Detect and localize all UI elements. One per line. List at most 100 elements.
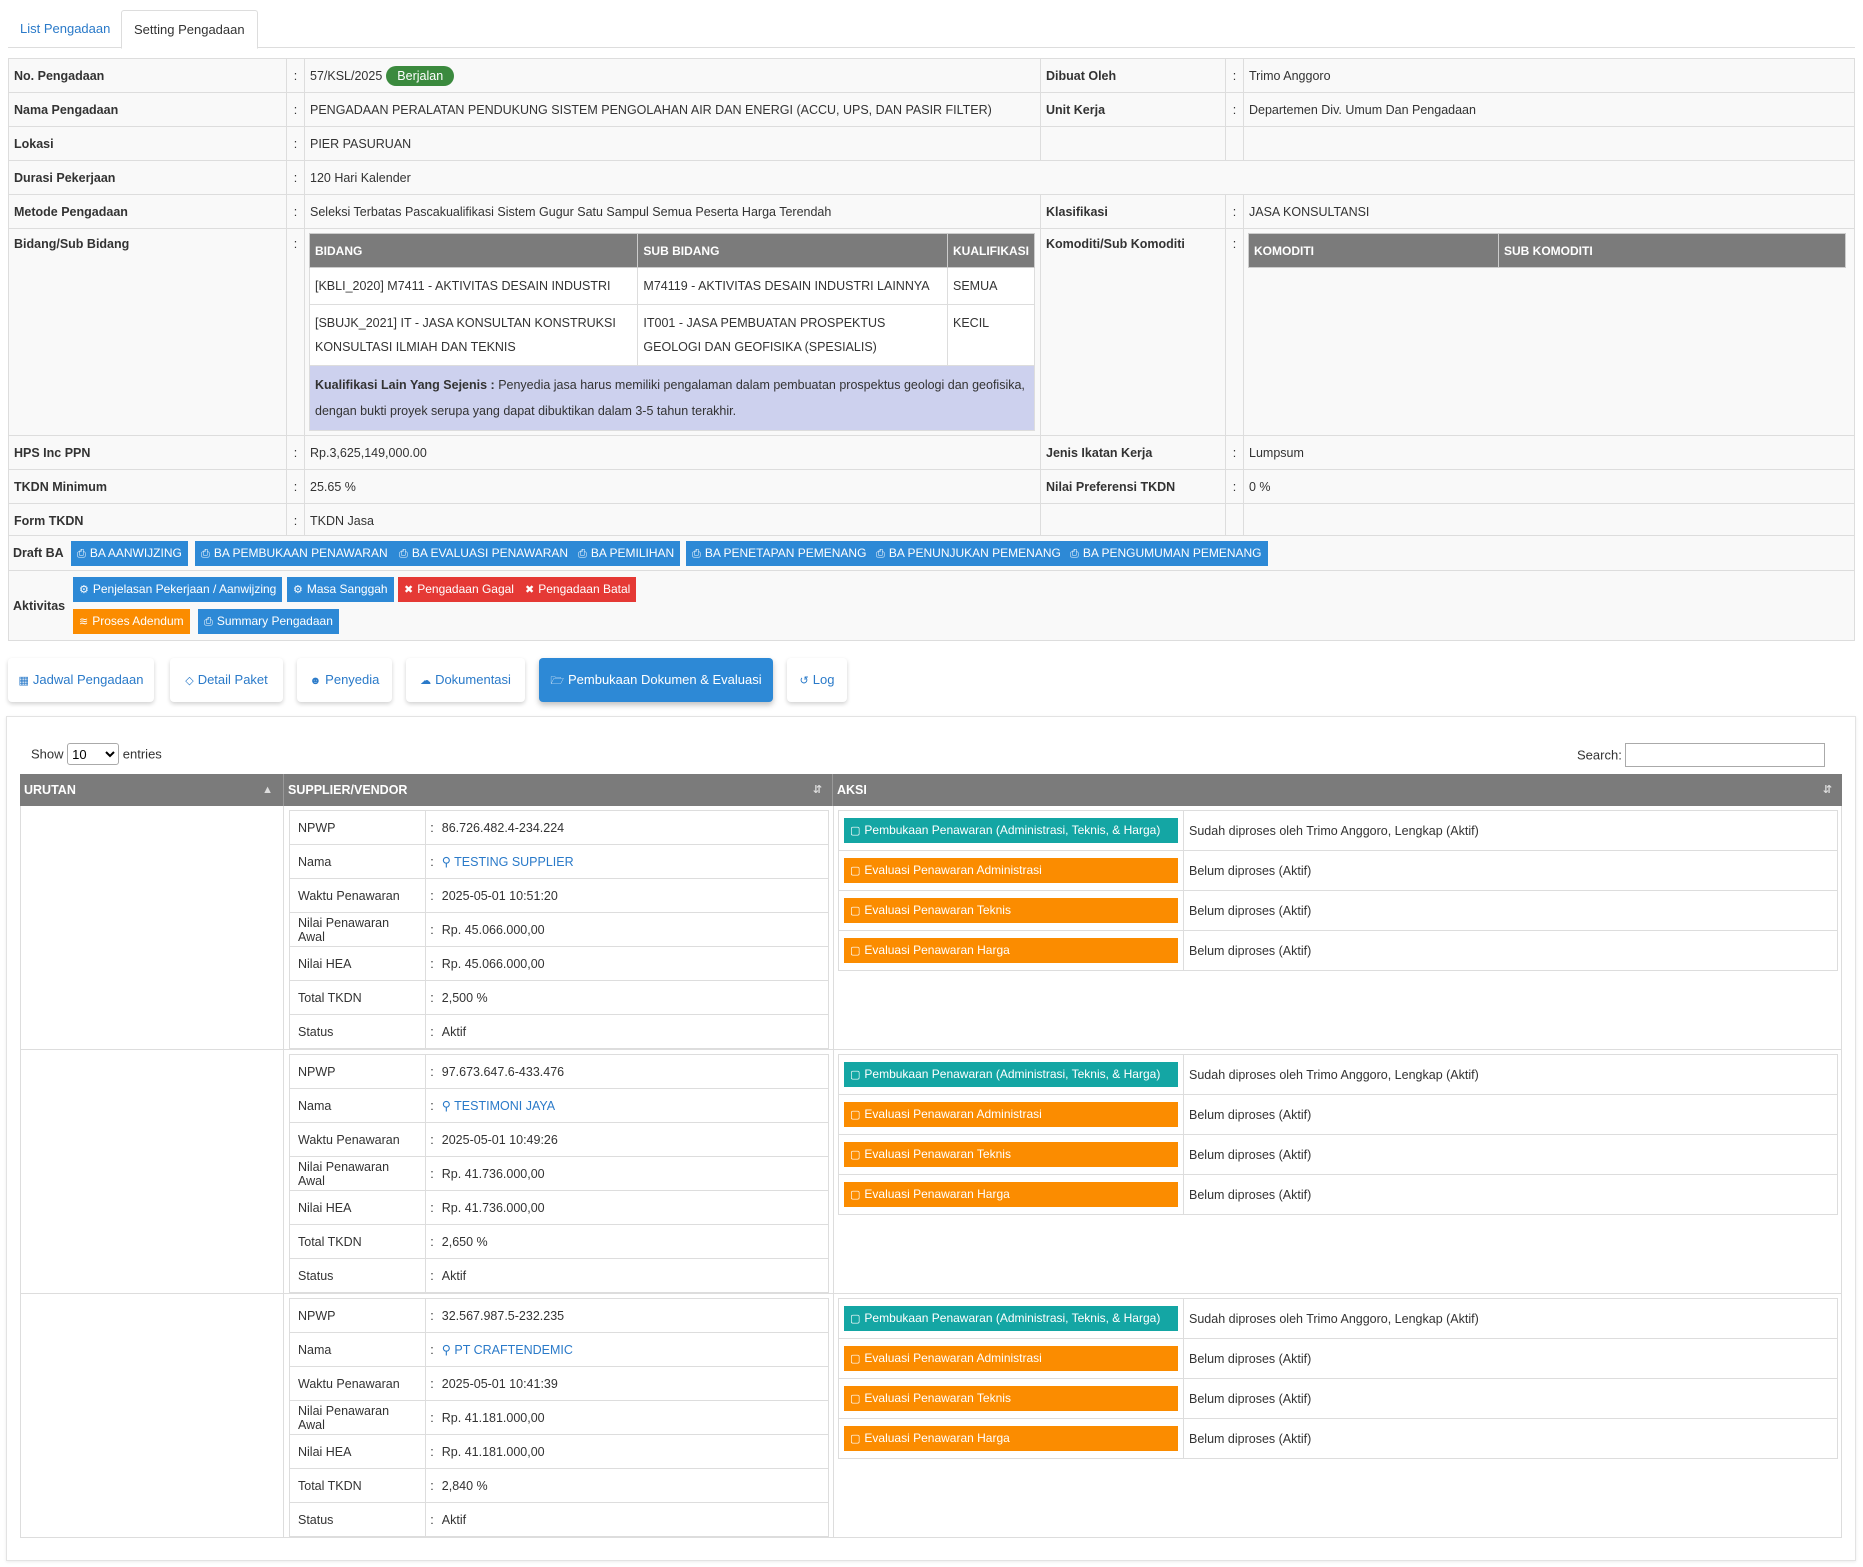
ba-pemilihan-button[interactable]: ⎙ BA PEMILIHAN — [572, 541, 681, 566]
action-button[interactable]: ▢ Evaluasi Penawaran Administrasi — [844, 858, 1178, 883]
action-button[interactable]: ▢ Evaluasi Penawaran Teknis — [844, 1386, 1178, 1411]
vendor-name-link[interactable]: ⚲ PT CRAFTENDEMIC — [442, 1343, 573, 1357]
action-button-cell: ▢ Pembukaan Penawaran (Administrasi, Tekn… — [838, 810, 1184, 851]
colon: : — [286, 435, 305, 470]
urutan-cell — [21, 1294, 284, 1537]
ba-pembukaan-penawaran-button[interactable]: ⎙ BA PEMBUKAAN PENAWARAN — [195, 541, 394, 566]
action-button[interactable]: ▢ Evaluasi Penawaran Harga — [844, 1182, 1178, 1207]
button-label: BA PEMILIHAN — [590, 546, 675, 560]
komoditi-header: KOMODITI — [1248, 233, 1499, 268]
action-button[interactable]: ▢ Evaluasi Penawaran Harga — [844, 938, 1178, 963]
dibuat-oleh-value: Trimo Anggoro — [1243, 58, 1855, 93]
rss-icon: ≋ — [79, 616, 89, 628]
aanwijzing-activity-button[interactable]: ⚙ Penjelasan Pekerjaan / Aanwijzing — [73, 577, 283, 602]
colon: : — [286, 160, 305, 195]
nav-log[interactable]: ↺ Log — [787, 658, 847, 702]
durasi-value: 120 Hari Kalender — [304, 160, 1855, 195]
action-button[interactable]: ▢ Evaluasi Penawaran Administrasi — [844, 1346, 1178, 1371]
nav-pembukaan-dokumen[interactable]: 🗁 Pembukaan Dokumen & Evaluasi — [539, 658, 773, 702]
nav-dokumentasi[interactable]: ☁ Dokumentasi — [406, 658, 525, 702]
nama-pengadaan-value: PENGADAAN PERALATAN PENDUKUNG SISTEM PEN… — [304, 92, 1041, 127]
button-label: Penjelasan Pekerjaan / Aanwijzing — [92, 582, 277, 596]
metode-value: Seleksi Terbatas Pascakualifikasi Sistem… — [304, 194, 1041, 229]
vendor-name-link[interactable]: ⚲ TESTIMONI JAYA — [442, 1099, 555, 1113]
action-button-cell: ▢ Evaluasi Penawaran Teknis — [838, 1378, 1184, 1419]
pengadaan-gagal-button[interactable]: ✖ Pengadaan Gagal — [398, 577, 520, 602]
proses-adendum-button[interactable]: ≋ Proses Adendum — [73, 609, 190, 634]
masa-sanggah-button[interactable]: ⚙ Masa Sanggah — [287, 577, 394, 602]
ba-pengumuman-pemenang-button[interactable]: ⎙ BA PENGUMUMAN PEMENANG — [1064, 541, 1268, 566]
bidang-cell-value: [SBUJK_2021] IT - JASA KONSULTAN KONSTRU… — [308, 304, 639, 366]
button-label: BA EVALUASI PENAWARAN — [411, 546, 569, 560]
field-value: Rp. 41.181.000,00 — [437, 1400, 829, 1435]
procurement-info-table: No. Pengadaan : 57/KSL/2025 Berjalan Dibu… — [8, 58, 1855, 538]
action-row: ▢ Evaluasi Penawaran Teknis Belum diproses… — [838, 1378, 1838, 1419]
field-label: NPWP — [288, 810, 427, 845]
no-pengadaan-text: 57/KSL/2025 — [310, 68, 383, 83]
field-label: Total TKDN — [288, 1468, 427, 1503]
tab-setting-pengadaan[interactable]: Setting Pengadaan — [121, 10, 258, 49]
colon: : — [425, 1502, 438, 1537]
action-button[interactable]: ▢ Evaluasi Penawaran Teknis — [844, 898, 1178, 923]
vendor-field-row: Waktu Penawaran:2025-05-01 10:41:39 — [288, 1366, 829, 1401]
ba-evaluasi-penawaran-button[interactable]: ⎙ BA EVALUASI PENAWARAN — [393, 541, 575, 566]
field-label: Nilai Penawaran Awal — [288, 1156, 427, 1191]
colon: : — [1225, 228, 1244, 436]
field-value: 86.726.482.4-234.224 — [437, 810, 829, 845]
vendor-name-link[interactable]: ⚲ TESTING SUPPLIER — [442, 855, 574, 869]
vendor-field-row: Nilai HEA: Rp. 45.066.000,00 — [288, 946, 829, 981]
colon: : — [286, 92, 305, 127]
top-tabs: List Pengadaan Setting Pengadaan — [8, 10, 1855, 49]
action-button[interactable]: ▢ Evaluasi Penawaran Teknis — [844, 1142, 1178, 1167]
action-button[interactable]: ▢ Pembukaan Penawaran (Administrasi, Tekn… — [844, 1306, 1178, 1331]
field-label: Status — [288, 1502, 427, 1537]
vendor-name-value: ⚲ TESTING SUPPLIER — [437, 844, 829, 879]
vendor-field-row: NPWP:97.673.647.6-433.476 — [288, 1054, 829, 1089]
nav-label: Dokumentasi — [435, 672, 511, 687]
kualifikasi-header: KUALIFIKASI — [947, 233, 1035, 268]
search-input[interactable] — [1625, 743, 1826, 767]
cloud-icon: ☁ — [420, 675, 432, 687]
calendar-icon: ▦ — [18, 675, 29, 687]
kualifikasi-cell-value: SEMUA — [947, 267, 1035, 305]
tab-list-pengadaan[interactable]: List Pengadaan — [20, 21, 111, 36]
action-button[interactable]: ▢ Pembukaan Penawaran (Administrasi, Tekn… — [844, 818, 1178, 843]
vendor-name-text: TESTIMONI JAYA — [454, 1099, 556, 1113]
action-status: Belum diproses (Aktif) — [1183, 1418, 1838, 1459]
sort-asc-icon: ▲ — [262, 784, 273, 796]
action-status: Belum diproses (Aktif) — [1183, 850, 1838, 891]
column-aksi[interactable]: AKSI ⇵ — [833, 774, 1842, 806]
column-supplier[interactable]: SUPPLIER/VENDOR ⇵ — [284, 774, 833, 806]
empty-cell — [1225, 126, 1244, 161]
column-urutan[interactable]: URUTAN ▲ — [20, 774, 284, 806]
ba-penetapan-pemenang-button[interactable]: ⎙ BA PENETAPAN PEMENANG — [686, 541, 873, 566]
entries-select[interactable]: 10 — [67, 743, 120, 765]
nav-detail-paket[interactable]: ◇ Detail Paket — [170, 658, 283, 702]
vendor-field-row: Nama: ⚲ PT CRAFTENDEMIC — [288, 1332, 829, 1367]
vendor-field-row: Status: Aktif — [288, 1014, 829, 1049]
nav-jadwal-pengadaan[interactable]: ▦ Jadwal Pengadaan — [8, 658, 154, 702]
action-table: ▢ Pembukaan Penawaran (Administrasi, Tekn… — [838, 1298, 1838, 1459]
action-button-cell: ▢ Evaluasi Penawaran Harga — [838, 1418, 1184, 1459]
summary-pengadaan-button[interactable]: ⎙ Summary Pengadaan — [198, 609, 339, 634]
button-label: Pengadaan Batal — [538, 582, 631, 596]
empty-cell — [1040, 126, 1226, 161]
no-pengadaan-label: No. Pengadaan — [8, 58, 287, 93]
field-value: Aktif — [437, 1258, 829, 1293]
action-button[interactable]: ▢ Evaluasi Penawaran Administrasi — [844, 1102, 1178, 1127]
preferensi-value: 0 % — [1243, 469, 1855, 504]
ba-aanwijzing-button[interactable]: ⎙ BA AANWIJZING — [71, 541, 188, 566]
column-label: SUPPLIER/VENDOR — [288, 783, 408, 797]
ba-penunjukan-pemenang-button[interactable]: ⎙ BA PENUNJUKAN PEMENANG — [870, 541, 1067, 566]
vendor-field-row: Total TKDN:2,650 % — [288, 1224, 829, 1259]
table-row: NPWP:86.726.482.4-234.224 Nama: ⚲ TESTING … — [20, 806, 1842, 1050]
action-button[interactable]: ▢ Evaluasi Penawaran Harga — [844, 1426, 1178, 1451]
field-value: 2025-05-01 10:41:39 — [437, 1366, 829, 1401]
colon: : — [425, 844, 438, 879]
action-button[interactable]: ▢ Pembukaan Penawaran (Administrasi, Tekn… — [844, 1062, 1178, 1087]
nav-penyedia[interactable]: ☻ Penyedia — [297, 658, 392, 702]
field-value: Aktif — [437, 1502, 829, 1537]
preferensi-label: Nilai Preferensi TKDN — [1040, 469, 1226, 504]
nama-pengadaan-label: Nama Pengadaan — [8, 92, 287, 127]
pengadaan-batal-button[interactable]: ✖ Pengadaan Batal — [519, 577, 637, 602]
